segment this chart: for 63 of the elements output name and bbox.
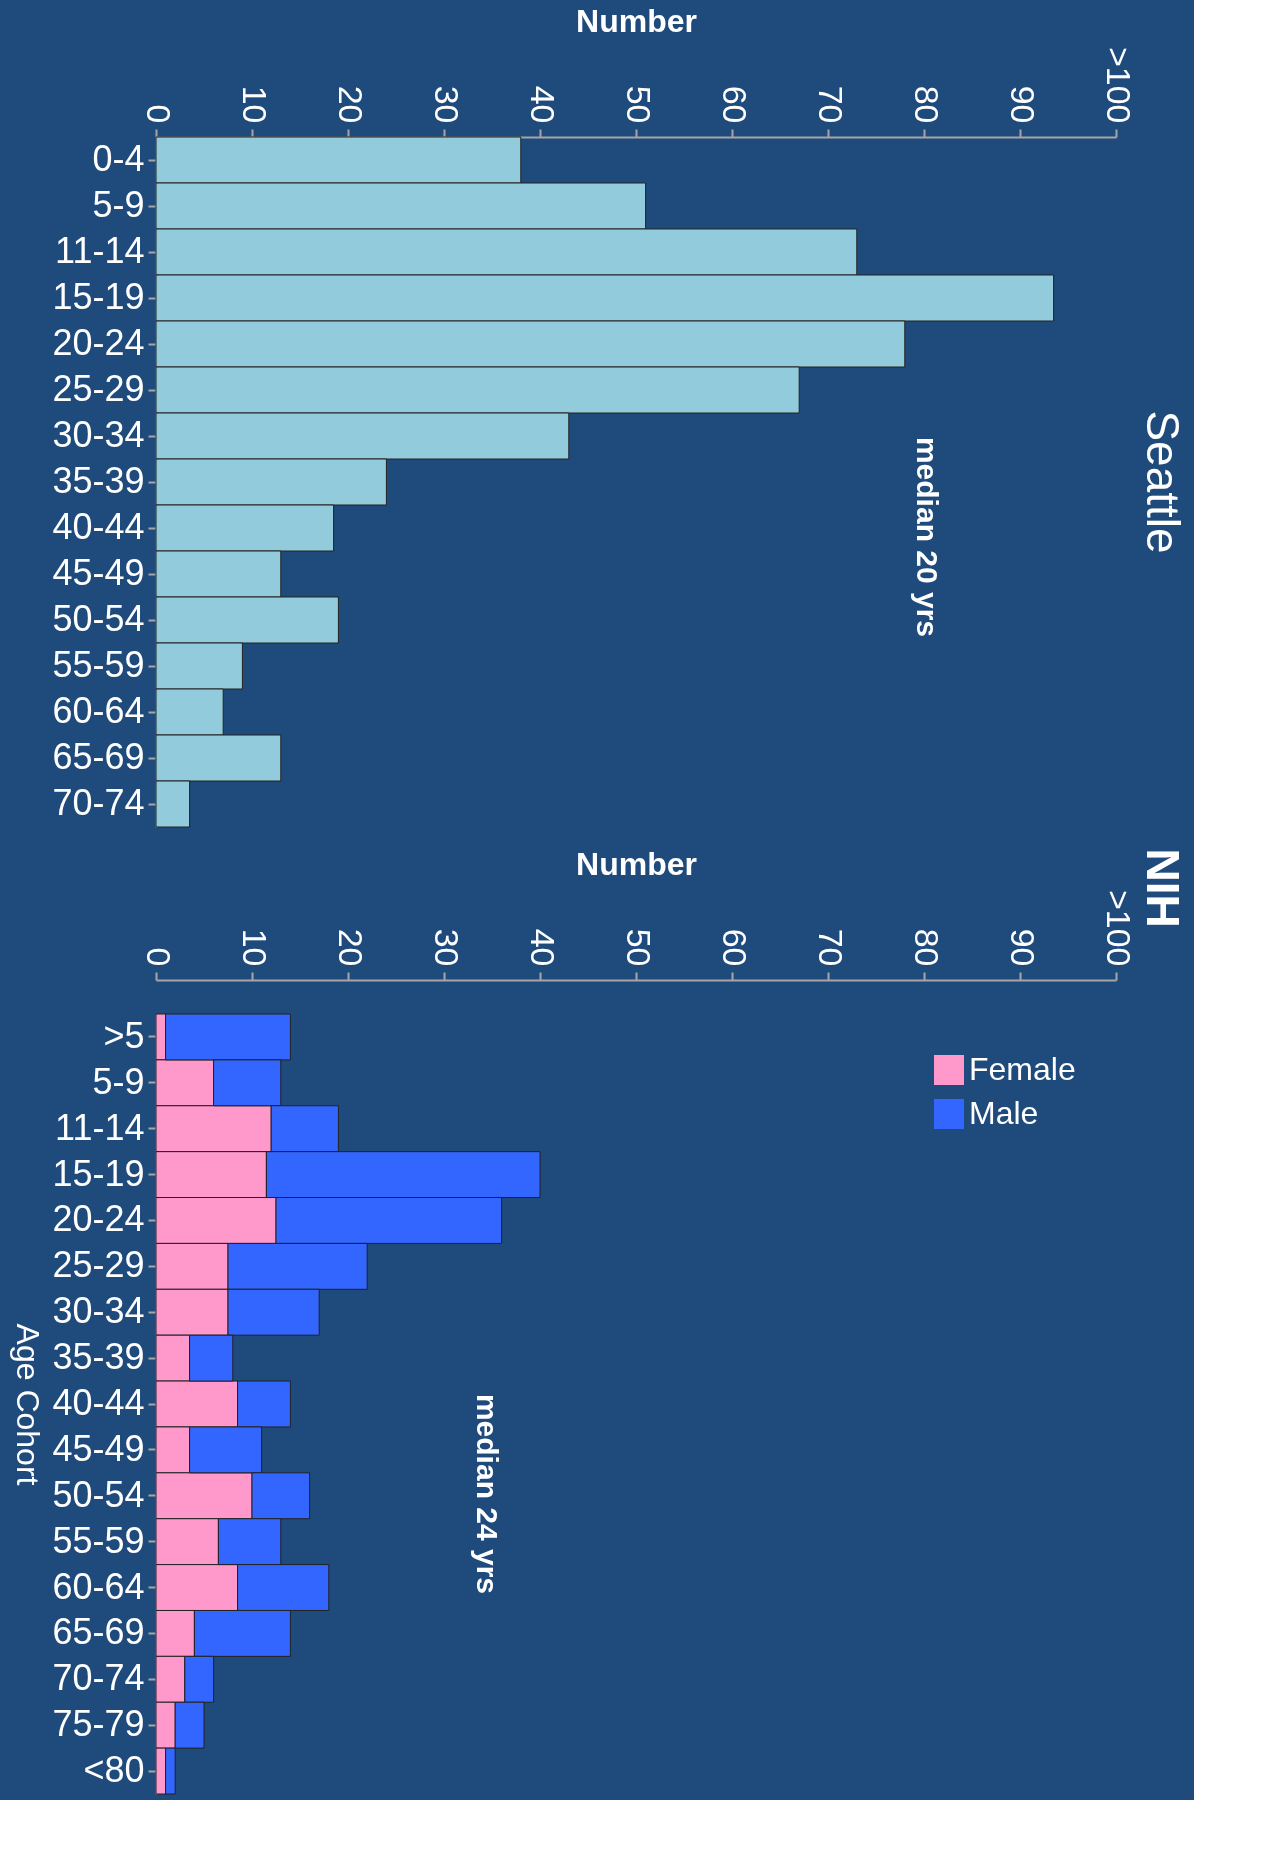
x-axis-title: Number (576, 2, 697, 39)
y-tick-label: 25-29 (52, 368, 145, 409)
y-tick-label: 30-34 (52, 1290, 145, 1332)
x-tick-label: 40 (523, 85, 562, 124)
y-tick-label: 65-69 (52, 1611, 145, 1653)
x-tick-label: 20 (331, 85, 370, 124)
annotation: median 20 yrs (911, 436, 944, 638)
y-tick-label: 50-54 (52, 1473, 145, 1515)
y-tick-label: 20-24 (52, 1198, 145, 1240)
x-tick-label: 10 (235, 928, 274, 967)
y-tick-label: 45-49 (52, 1427, 145, 1469)
y-tick-label: 35-39 (52, 460, 145, 501)
y-tick-label: >5 (103, 1014, 145, 1056)
y-tick-label: 40-44 (52, 506, 145, 547)
x-tick-label: 80 (907, 85, 946, 124)
x-tick-label: 0 (139, 947, 178, 967)
chart-title: NIH (1137, 848, 1189, 928)
y-tick-label: 70-74 (52, 1657, 145, 1699)
x-tick-label: 90 (1003, 85, 1042, 124)
y-tick-label: 60-64 (52, 1565, 145, 1607)
x-tick-label: 60 (715, 85, 754, 124)
y-tick-label: 0-4 (92, 138, 145, 179)
x-tick-label: 10 (235, 85, 274, 124)
y-tick-label: 70-74 (52, 782, 145, 823)
legend-label: Female (969, 1051, 1076, 1087)
y-tick-label: 20-24 (52, 322, 145, 363)
x-tick-label: 30 (427, 928, 466, 967)
x-tick-label: 0 (139, 104, 178, 124)
x-tick-label: 90 (1003, 928, 1042, 967)
y-tick-label: 50-54 (52, 598, 145, 639)
x-tick-label: 70 (811, 85, 850, 124)
x-tick-label: >100 (1099, 46, 1138, 124)
y-tick-label: 5-9 (92, 184, 145, 225)
text: Seattle (1137, 410, 1189, 554)
y-tick-label: 35-39 (52, 1336, 145, 1378)
y-tick-label: 55-59 (52, 644, 145, 685)
legend-label: Male (969, 1095, 1039, 1131)
y-tick-label: 30-34 (52, 414, 145, 455)
y-tick-label: 15-19 (52, 276, 145, 317)
x-tick-label: 50 (619, 928, 658, 967)
y-tick-label: 5-9 (92, 1060, 145, 1102)
x-tick-label: 30 (427, 85, 466, 124)
x-tick-label: >100 (1099, 889, 1138, 967)
y-tick-label: 25-29 (52, 1244, 145, 1286)
y-tick-label: 60-64 (52, 690, 145, 731)
y-tick-label: <80 (83, 1749, 145, 1791)
y-tick-label: 40-44 (52, 1382, 145, 1423)
y-tick-label: 75-79 (52, 1703, 145, 1745)
x-tick-label: 20 (331, 928, 370, 967)
x-tick-label: 50 (619, 85, 658, 124)
annotation: median 24 yrs (471, 1393, 504, 1595)
y-tick-label: 11-14 (55, 1106, 145, 1148)
x-tick-label: 70 (811, 928, 850, 967)
y-tick-label: 45-49 (52, 552, 145, 593)
x-tick-label: 60 (715, 928, 754, 967)
x-tick-label: 80 (907, 928, 946, 967)
x-tick-label: 40 (523, 928, 562, 967)
y-tick-label: 11-14 (55, 230, 145, 271)
y-axis-title: Age Cohort (10, 1323, 47, 1486)
y-tick-label: 55-59 (52, 1519, 145, 1561)
y-tick-label: 15-19 (52, 1152, 145, 1194)
x-axis-title: Number (576, 845, 697, 882)
y-tick-label: 65-69 (52, 736, 145, 777)
